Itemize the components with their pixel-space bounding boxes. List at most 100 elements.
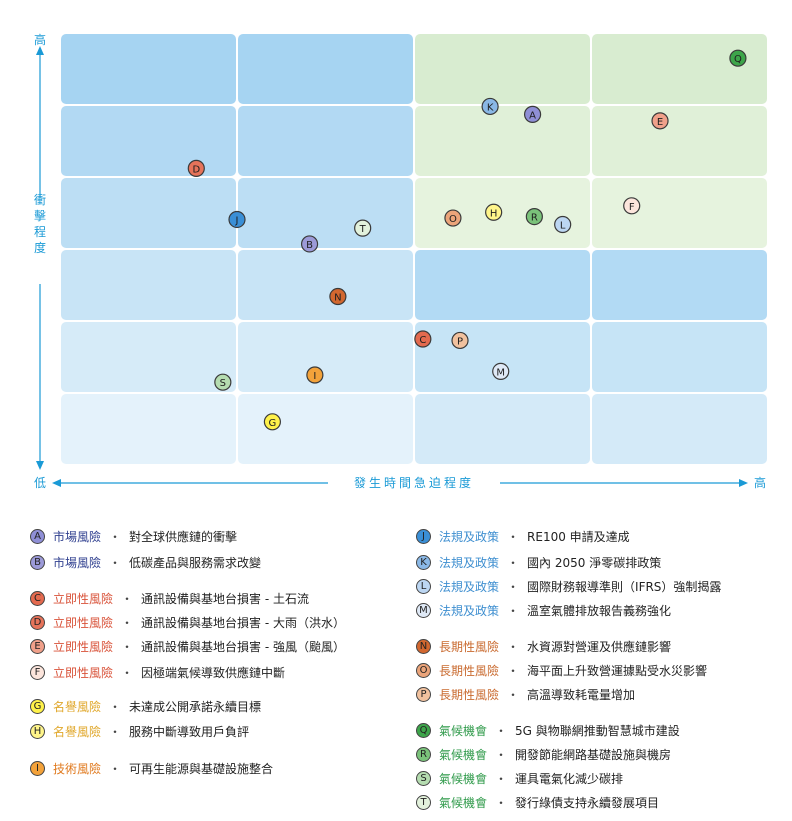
y-axis-arrow-down: [36, 461, 44, 470]
legend-item-o: O 長期性風險・海平面上升致營運據點受水災影響: [416, 661, 707, 679]
point-label: E: [657, 117, 663, 128]
point-marker: [485, 203, 503, 221]
legend-description: 國際財務報導準則（IFRS）強制揭露: [527, 579, 722, 594]
grid-cell: [61, 106, 236, 176]
point-label: D: [192, 164, 200, 175]
point-marker: [329, 287, 347, 306]
point-marker: [414, 330, 432, 348]
point-o: O: [444, 209, 462, 227]
data-points: A B C D E F G H I J K L M N O P Q R S T: [187, 49, 747, 431]
grid-cell: [415, 106, 590, 176]
legend-description: 高溫導致耗電量增加: [527, 687, 636, 702]
grid-cell: [415, 394, 590, 464]
legend-description: 海平面上升致營運據點受水災影響: [527, 663, 708, 678]
point-label: B: [306, 240, 313, 251]
legend-separator: ・: [495, 795, 508, 810]
legend-category: 長期性風險: [439, 663, 500, 678]
legend-marker: D: [30, 614, 45, 630]
axes: 高 低 高 發生時間急迫程度 衝擊程度: [34, 32, 766, 490]
legend-category: 長期性風險: [439, 639, 500, 654]
grid-cell: [238, 394, 413, 464]
legend-category: 立即性風險: [53, 591, 114, 606]
legend-marker: E: [30, 638, 45, 654]
legend-description: 5G 與物聯網推動智慧城市建設: [515, 723, 680, 738]
grid-cell: [592, 394, 767, 464]
legend-separator: ・: [109, 555, 122, 570]
legend-category: 市場風險: [53, 529, 102, 544]
grid-cell: [592, 322, 767, 392]
legend-separator: ・: [495, 747, 508, 762]
grid-cell: [415, 178, 590, 248]
legend-separator: ・: [507, 579, 520, 594]
point-marker: [444, 209, 462, 227]
y-axis-arrow-up: [36, 46, 44, 55]
legend-description: 開發節能網路基礎設施與機房: [515, 747, 672, 762]
grid-cell: [592, 178, 767, 248]
legend-separator: ・: [109, 699, 122, 714]
legend-marker: S: [416, 770, 431, 786]
legend-separator: ・: [507, 555, 520, 570]
legend-description: 水資源對營運及供應鏈影響: [527, 639, 672, 654]
grid-cell: [61, 322, 236, 392]
point-l: L: [554, 215, 572, 234]
point-marker: [481, 97, 499, 116]
legend-item-h: H 名譽風險・服務中斷導致用戶負評: [30, 722, 249, 740]
point-marker: [523, 105, 542, 123]
legend-category: 氣候機會: [439, 795, 488, 810]
legend-marker: T: [416, 794, 431, 810]
legend-description: RE100 申請及達成: [527, 529, 630, 544]
point-s: S: [214, 373, 232, 391]
legend-item-n: N 長期性風險・水資源對營運及供應鏈影響: [416, 637, 671, 655]
point-marker: [228, 210, 246, 229]
legend-marker: H: [30, 723, 45, 739]
legend-marker: A: [30, 528, 45, 544]
grid-cell: [238, 178, 413, 248]
risk-matrix-chart: 高 低 高 發生時間急迫程度 衝擊程度 A B C D E F G H I J K L M N O P Q R S T: [34, 32, 767, 490]
legend-marker: O: [416, 662, 431, 678]
point-f: F: [623, 197, 641, 215]
point-marker: [554, 215, 572, 234]
legend-description: 溫室氣體排放報告義務強化: [527, 603, 672, 618]
legend-item-t: T 氣候機會・發行綠債支持永續發展項目: [416, 793, 659, 811]
point-b: B: [300, 235, 319, 253]
legend-description: 通訊設備與基地台損害 - 強風（颱風）: [141, 639, 345, 654]
legend-category: 技術風險: [53, 761, 102, 776]
legend-category: 名譽風險: [53, 724, 102, 739]
legend-item-e: E 立即性風險・通訊設備與基地台損害 - 強風（颱風）: [30, 637, 345, 655]
legend-description: 低碳產品與服務需求改變: [129, 555, 262, 570]
point-label: G: [269, 418, 277, 429]
point-m: M: [492, 362, 510, 380]
grid-cell: [592, 34, 767, 104]
legend-item-i: I 技術風險・可再生能源與基礎設施整合: [30, 759, 273, 777]
grid-cell: [61, 34, 236, 104]
legend-separator: ・: [507, 603, 520, 618]
legend-separator: ・: [507, 639, 520, 654]
grid-cell: [61, 250, 236, 320]
point-label: A: [529, 110, 536, 121]
point-g: G: [263, 413, 281, 431]
legend-description: 因極端氣候導致供應鏈中斷: [141, 665, 286, 680]
point-marker: [525, 208, 543, 226]
x-low-label: 低: [34, 476, 46, 490]
point-marker: [187, 159, 205, 177]
point-label: H: [490, 208, 498, 219]
legend-description: 未達成公開承諾永續目標: [129, 699, 262, 714]
legend-category: 氣候機會: [439, 747, 488, 762]
point-label: O: [449, 214, 457, 225]
point-marker: [451, 331, 469, 350]
legend-marker: F: [30, 664, 45, 680]
legend-description: 國內 2050 淨零碳排政策: [527, 555, 662, 570]
legend-item-q: Q 氣候機會・ 5G 與物聯網推動智慧城市建設: [416, 721, 680, 739]
legend-item-p: P 長期性風險・高溫導致耗電量增加: [416, 685, 635, 703]
legend-item-b: B 市場風險・低碳產品與服務需求改變: [30, 553, 261, 571]
grid-cells: [61, 34, 767, 464]
point-marker: [300, 235, 319, 253]
legend-description: 可再生能源與基礎設施整合: [129, 761, 274, 776]
point-j: J: [228, 210, 246, 229]
legend-item-k: K 法規及政策・國內 2050 淨零碳排政策: [416, 553, 661, 571]
legend-category: 法規及政策: [439, 603, 500, 618]
legend-item-m: M 法規及政策・溫室氣體排放報告義務強化: [416, 601, 671, 619]
point-label: Q: [734, 54, 742, 65]
legend-category: 法規及政策: [439, 555, 500, 570]
point-h: H: [485, 203, 503, 221]
